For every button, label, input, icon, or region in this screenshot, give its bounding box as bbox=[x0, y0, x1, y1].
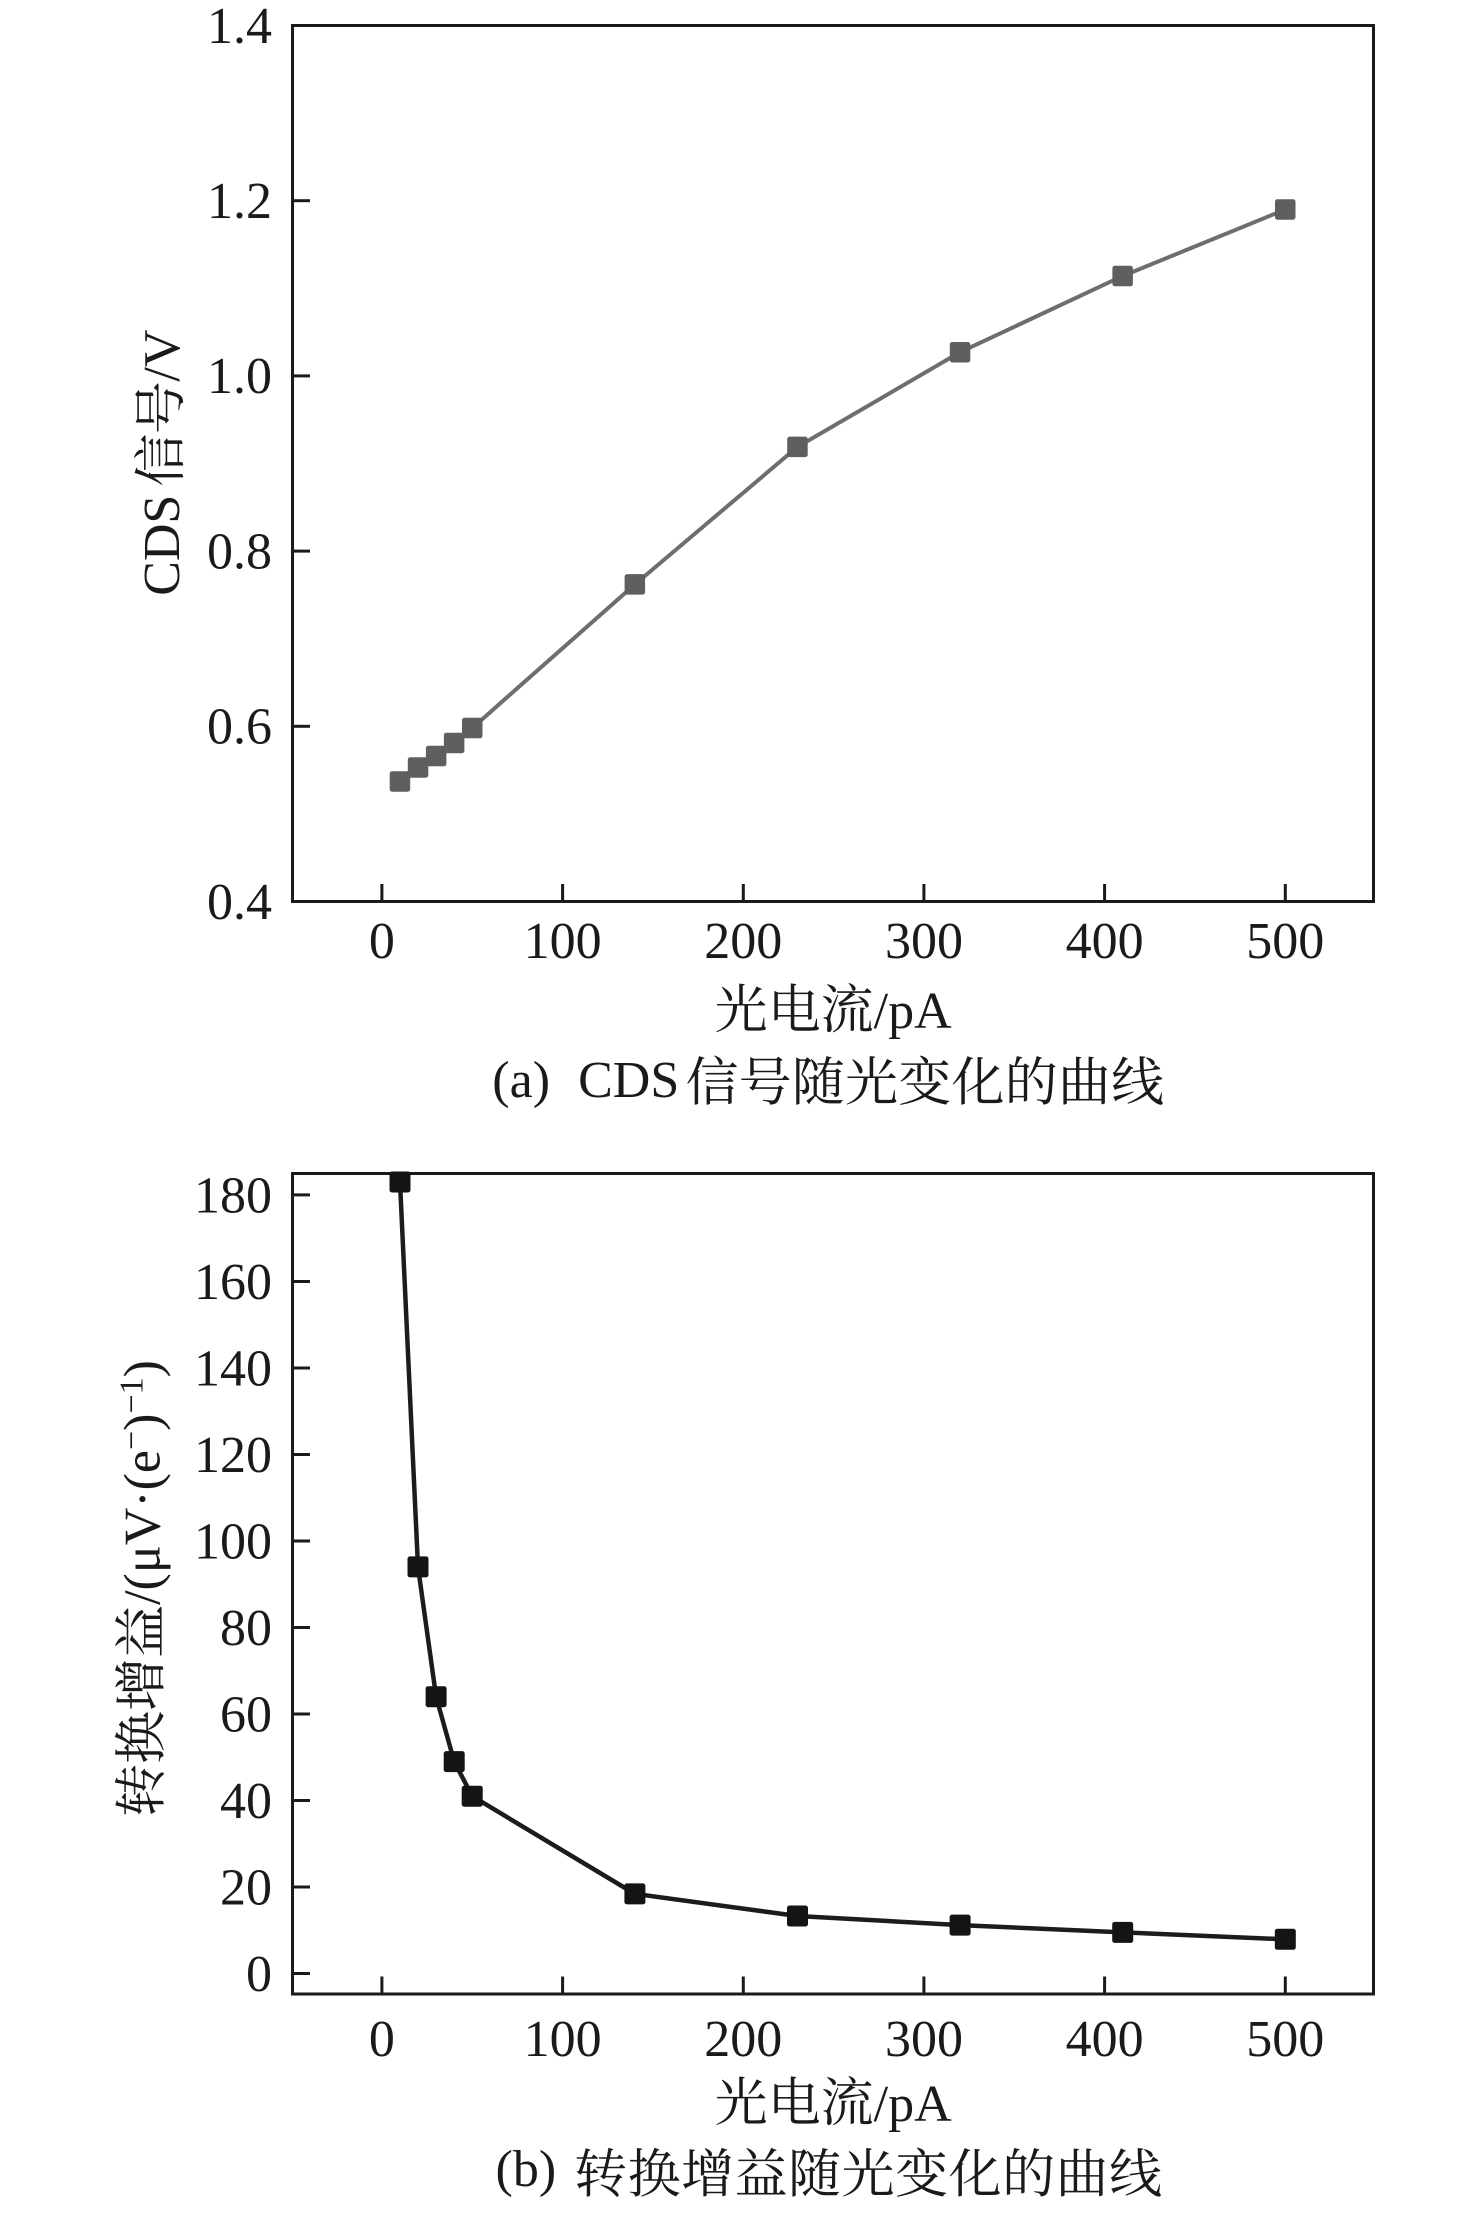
svg-text:100: 100 bbox=[524, 2011, 602, 2068]
svg-text:200: 200 bbox=[704, 913, 782, 970]
svg-text:1.0: 1.0 bbox=[207, 348, 272, 405]
svg-text:1.4: 1.4 bbox=[207, 0, 272, 55]
svg-text:): ) bbox=[115, 1414, 172, 1431]
svg-text:0: 0 bbox=[246, 1946, 272, 2003]
svg-text:0: 0 bbox=[369, 2011, 395, 2068]
svg-text:/V: /V bbox=[134, 330, 191, 382]
svg-text:/pA: /pA bbox=[874, 2076, 952, 2133]
svg-text:/(μV·(e: /(μV·(e bbox=[115, 1450, 172, 1605]
svg-text:500: 500 bbox=[1246, 2011, 1324, 2068]
svg-text:200: 200 bbox=[704, 2011, 782, 2068]
svg-text:140: 140 bbox=[194, 1340, 272, 1397]
svg-text:60: 60 bbox=[220, 1686, 272, 1743]
svg-text:−: − bbox=[114, 1431, 151, 1450]
svg-text:CDS: CDS bbox=[134, 495, 191, 596]
svg-text:160: 160 bbox=[194, 1254, 272, 1311]
svg-text:0.4: 0.4 bbox=[207, 874, 272, 931]
svg-text:20: 20 bbox=[220, 1859, 272, 1916]
svg-text:500: 500 bbox=[1246, 913, 1324, 970]
svg-text:120: 120 bbox=[194, 1427, 272, 1484]
svg-text:(b): (b) bbox=[496, 2141, 557, 2198]
svg-text:300: 300 bbox=[885, 913, 963, 970]
svg-text:/pA: /pA bbox=[874, 983, 952, 1040]
svg-text:): ) bbox=[115, 1360, 172, 1377]
svg-text:0.6: 0.6 bbox=[207, 699, 272, 756]
svg-text:(a): (a) bbox=[492, 1052, 550, 1109]
svg-text:100: 100 bbox=[524, 913, 602, 970]
svg-text:400: 400 bbox=[1066, 2011, 1144, 2068]
svg-text:1.2: 1.2 bbox=[207, 173, 272, 230]
svg-text:0: 0 bbox=[369, 913, 395, 970]
svg-text:0.8: 0.8 bbox=[207, 523, 272, 580]
svg-text:40: 40 bbox=[220, 1773, 272, 1830]
svg-text:80: 80 bbox=[220, 1600, 272, 1657]
svg-text:400: 400 bbox=[1066, 913, 1144, 970]
svg-text:180: 180 bbox=[194, 1167, 272, 1224]
svg-text:CDS: CDS bbox=[578, 1052, 679, 1109]
svg-text:100: 100 bbox=[194, 1513, 272, 1570]
svg-text:−1: −1 bbox=[114, 1377, 151, 1413]
svg-text:300: 300 bbox=[885, 2011, 963, 2068]
